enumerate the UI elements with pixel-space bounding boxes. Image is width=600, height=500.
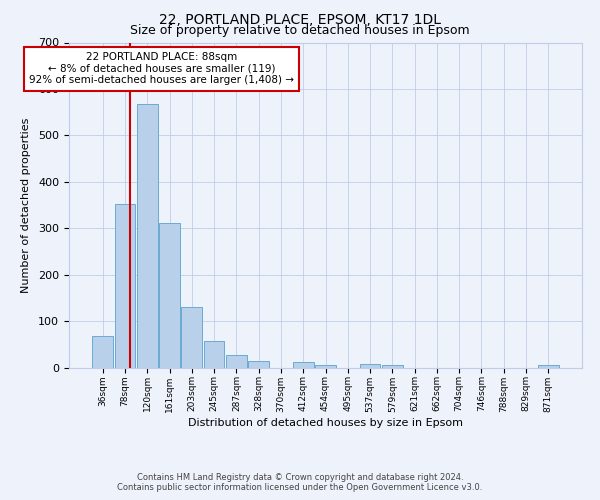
Text: 22, PORTLAND PLACE, EPSOM, KT17 1DL: 22, PORTLAND PLACE, EPSOM, KT17 1DL <box>159 12 441 26</box>
X-axis label: Distribution of detached houses by size in Epsom: Distribution of detached houses by size … <box>188 418 463 428</box>
Text: Contains HM Land Registry data © Crown copyright and database right 2024.
Contai: Contains HM Land Registry data © Crown c… <box>118 473 482 492</box>
Bar <box>137 104 158 368</box>
Bar <box>226 355 247 368</box>
Bar <box>181 307 202 368</box>
Bar <box>204 341 224 367</box>
Bar <box>159 223 180 368</box>
Bar <box>360 364 380 368</box>
Bar <box>293 362 314 368</box>
Text: 22 PORTLAND PLACE: 88sqm
← 8% of detached houses are smaller (119)
92% of semi-d: 22 PORTLAND PLACE: 88sqm ← 8% of detache… <box>29 52 294 86</box>
Bar <box>538 365 559 368</box>
Bar <box>115 204 136 368</box>
Bar <box>248 361 269 368</box>
Bar <box>92 336 113 368</box>
Bar <box>315 365 336 368</box>
Bar <box>382 365 403 368</box>
Text: Size of property relative to detached houses in Epsom: Size of property relative to detached ho… <box>130 24 470 37</box>
Y-axis label: Number of detached properties: Number of detached properties <box>21 118 31 292</box>
